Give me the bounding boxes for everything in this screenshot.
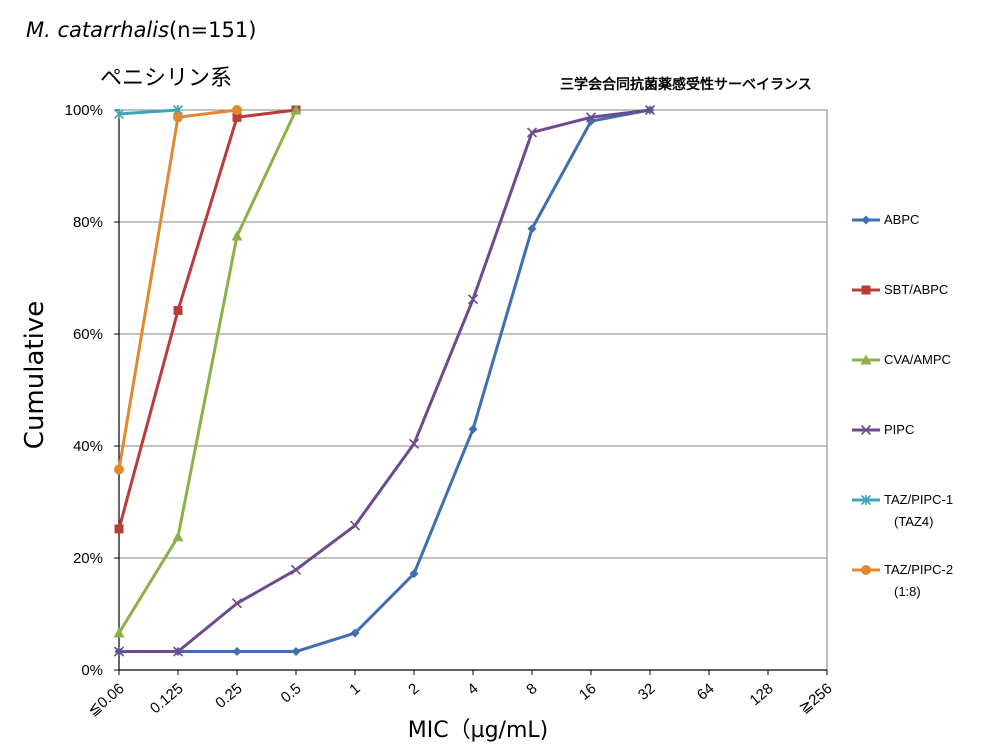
data-point — [350, 628, 360, 638]
legend-marker — [861, 285, 871, 295]
data-point — [526, 127, 538, 138]
series-line — [117, 108, 238, 470]
data-point — [290, 564, 302, 575]
legend-label: ABPC — [884, 212, 920, 227]
legend-label: TAZ/PIPC-1 — [884, 492, 954, 507]
y-tick-label: 100% — [65, 102, 103, 119]
organism-title: M. catarrhalis(n=151) — [26, 18, 256, 42]
legend-marker — [861, 215, 871, 225]
data-point — [408, 438, 420, 449]
legend-swatch — [852, 215, 880, 225]
x-tick-label: 32 — [635, 680, 659, 704]
x-tick-label: 64 — [694, 680, 718, 704]
data-point — [468, 424, 478, 434]
data-point — [409, 569, 419, 579]
survey-name: 三学会合同抗菌薬感受性サーベイランス — [560, 77, 812, 93]
organism-count: (n=151) — [169, 18, 257, 42]
data-point — [290, 104, 302, 115]
y-tick-label: 20% — [73, 550, 103, 567]
x-tick-label: 8 — [523, 680, 540, 698]
data-point — [113, 108, 125, 119]
data-point — [173, 112, 183, 123]
series-sbt-abpc — [114, 105, 301, 534]
data-point — [232, 647, 242, 657]
series-line — [119, 108, 651, 654]
data-point — [114, 464, 124, 475]
data-point — [467, 294, 479, 305]
x-tick-label: 1 — [346, 680, 363, 698]
legend-label: CVA/AMPC — [884, 352, 951, 367]
series-pipc — [113, 104, 656, 657]
legend-swatch — [852, 285, 880, 295]
series-abpc — [114, 105, 655, 657]
series-line — [119, 108, 651, 654]
legend-label: PIPC — [884, 422, 915, 437]
series-line — [117, 109, 298, 634]
series-taz-pipc-1 — [113, 104, 184, 119]
data-point — [173, 305, 183, 315]
y-tick-label: 80% — [73, 214, 103, 231]
data-point — [172, 531, 184, 542]
x-axis-title: MIC（µg/mL) — [408, 718, 548, 743]
y-tick-label: 40% — [73, 438, 103, 455]
legend-label: SBT/ABPC — [884, 282, 949, 297]
data-point — [291, 647, 301, 657]
chart-subtitle: ペニシリン系 — [100, 66, 233, 91]
data-point — [114, 524, 124, 534]
data-point — [172, 646, 184, 657]
organism-name: M. catarrhalis — [26, 18, 170, 42]
legend-marker — [860, 424, 872, 436]
legend-sublabel: (TAZ4) — [894, 514, 934, 529]
series-cva-ampc — [113, 104, 302, 638]
legend-marker — [860, 494, 872, 506]
y-tick-label: 60% — [73, 326, 103, 343]
data-point — [349, 520, 361, 531]
legend-marker — [861, 565, 871, 575]
x-tick-label: ≦0.06 — [85, 680, 128, 720]
x-tick-label: 0.125 — [147, 680, 187, 717]
legend-swatch — [852, 424, 880, 436]
series-line — [117, 108, 297, 530]
data-point — [232, 105, 242, 115]
x-tick-label: 0.25 — [212, 680, 245, 712]
data-point — [231, 598, 243, 609]
x-tick-label: 4 — [464, 680, 481, 698]
data-point — [231, 230, 243, 241]
data-point — [113, 627, 125, 638]
data-point — [585, 112, 597, 123]
legend-swatch — [852, 354, 880, 365]
data-point — [527, 224, 537, 234]
x-tick-label: ≧256 — [796, 680, 836, 717]
y-tick-label: 0% — [81, 662, 103, 679]
y-axis-title: Cumulative — [20, 301, 50, 449]
legend-sublabel: (1:8) — [894, 584, 921, 599]
data-point — [232, 112, 242, 122]
data-point — [113, 646, 125, 657]
legend: ABPC SBT/ABPC CVA/AMPC PIPC TAZ/PIPC-1 (TAZ4)… — [850, 0, 1000, 750]
x-tick-label: 0.5 — [278, 680, 305, 706]
series-line — [118, 108, 179, 116]
legend-label: TAZ/PIPC-2 — [884, 562, 954, 577]
plot-area — [118, 109, 828, 671]
legend-marker — [860, 354, 872, 365]
legend-swatch — [852, 565, 880, 575]
x-tick-label: 16 — [576, 680, 600, 704]
x-tick-label: 128 — [746, 680, 776, 709]
data-point — [644, 104, 656, 116]
legend-swatch — [852, 494, 880, 506]
x-tick-label: 2 — [405, 680, 422, 698]
series-taz-pipc-2 — [114, 105, 242, 475]
